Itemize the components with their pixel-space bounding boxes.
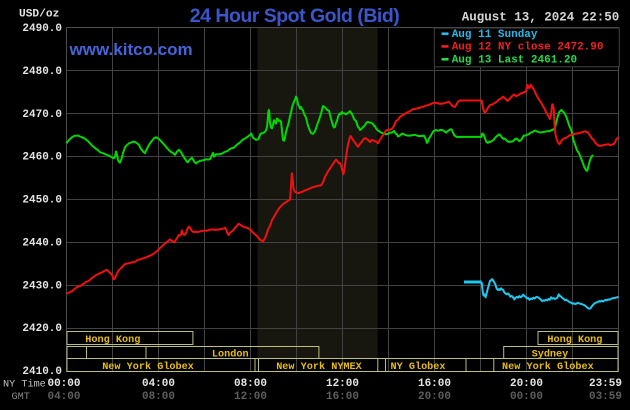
svg-text:12:00: 12:00: [234, 391, 267, 403]
svg-text:00:00: 00:00: [47, 378, 80, 390]
svg-text:08:00: 08:00: [234, 378, 267, 390]
svg-text:23:59: 23:59: [589, 378, 622, 390]
svg-text:08:00: 08:00: [142, 391, 175, 403]
svg-text:04:00: 04:00: [47, 391, 80, 403]
svg-text:00:00: 00:00: [510, 391, 543, 403]
svg-text:20:00: 20:00: [418, 391, 451, 403]
svg-text:New York NYMEX: New York NYMEX: [276, 361, 362, 373]
svg-text:2460.0: 2460.0: [22, 152, 62, 164]
svg-text:16:00: 16:00: [326, 391, 359, 403]
svg-text:Hong Kong: Hong Kong: [547, 335, 602, 346]
svg-text:London: London: [212, 348, 249, 360]
svg-text:GMT: GMT: [12, 392, 30, 403]
svg-text:Aug 13 Last 2461.20: Aug 13 Last 2461.20: [452, 54, 577, 66]
svg-text:New York Globex: New York Globex: [502, 361, 594, 373]
svg-text:www.kitco.com: www.kitco.com: [69, 40, 193, 59]
svg-text:2470.0: 2470.0: [22, 109, 62, 121]
svg-text:2420.0: 2420.0: [22, 323, 62, 335]
svg-text:24 Hour Spot Gold (Bid): 24 Hour Spot Gold (Bid): [190, 5, 399, 27]
svg-text:2440.0: 2440.0: [22, 237, 62, 249]
svg-text:2430.0: 2430.0: [22, 280, 62, 292]
svg-text:12:00: 12:00: [326, 378, 359, 390]
svg-text:20:00: 20:00: [510, 378, 543, 390]
svg-text:NY Globex: NY Globex: [391, 361, 446, 373]
svg-text:NY Time: NY Time: [3, 379, 46, 391]
svg-text:Sydney: Sydney: [532, 348, 569, 360]
svg-text:16:00: 16:00: [418, 378, 451, 390]
svg-text:04:00: 04:00: [142, 378, 175, 390]
svg-text:2450.0: 2450.0: [22, 195, 62, 207]
svg-text:03:59: 03:59: [589, 391, 622, 403]
svg-text:New York Globex: New York Globex: [102, 361, 194, 373]
svg-text:2490.0: 2490.0: [22, 23, 62, 35]
svg-text:Hong Kong: Hong Kong: [85, 335, 140, 346]
svg-text:Aug 12 NY close 2472.90: Aug 12 NY close 2472.90: [452, 42, 604, 54]
svg-text:2410.0: 2410.0: [22, 366, 62, 378]
svg-text:August 13, 2024 22:50: August 13, 2024 22:50: [462, 11, 620, 25]
svg-text:Aug 11 Sunday: Aug 11 Sunday: [452, 29, 538, 41]
svg-text:2480.0: 2480.0: [22, 66, 62, 78]
svg-text:USD/oz: USD/oz: [19, 9, 59, 21]
